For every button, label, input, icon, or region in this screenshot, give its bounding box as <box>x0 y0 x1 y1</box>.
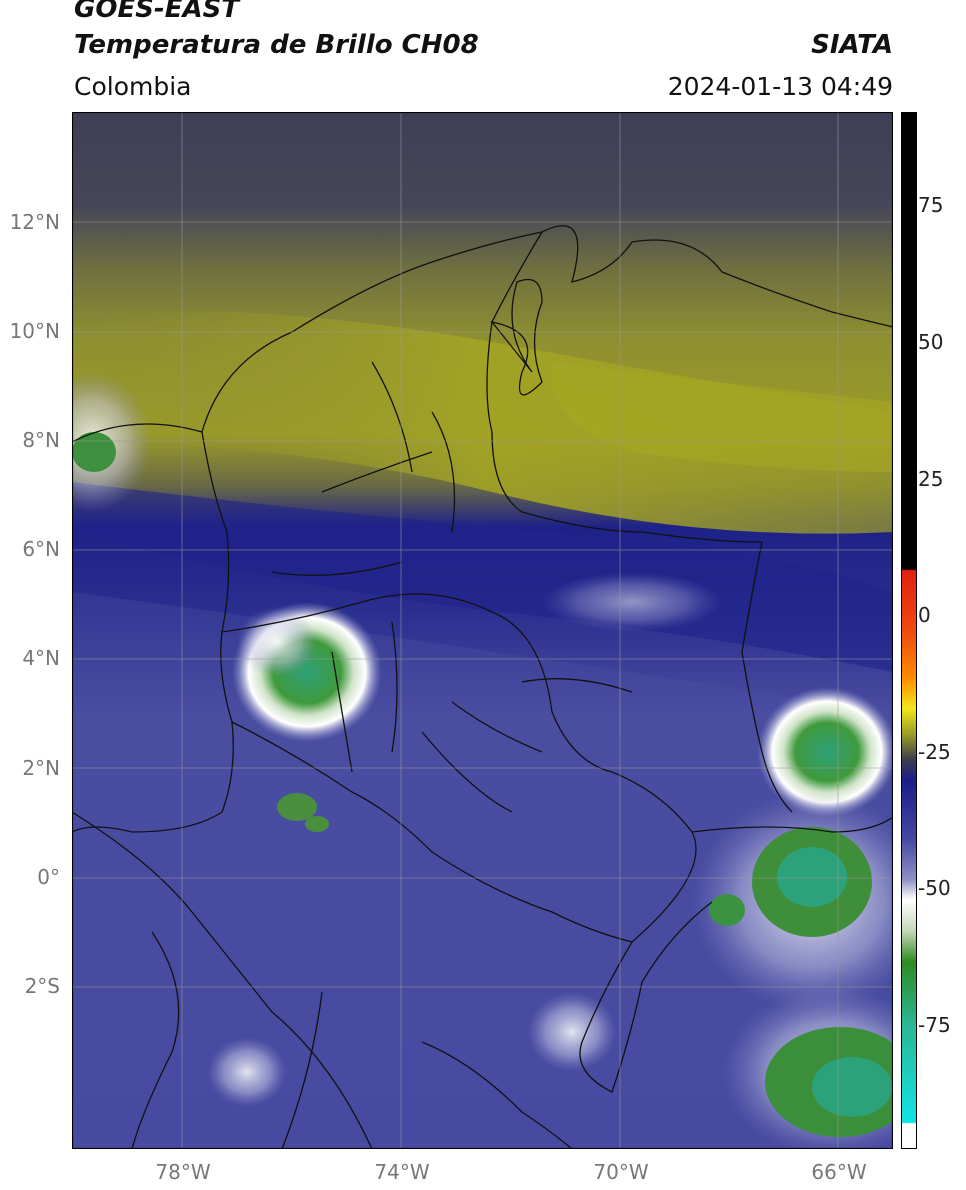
colorbar-label-minus75: -75 <box>918 1013 951 1037</box>
colorbar-label-25: 25 <box>918 467 944 491</box>
lon-label-70w: 70°W <box>593 1160 649 1184</box>
lon-label-74w: 74°W <box>374 1160 430 1184</box>
colorbar-label-75: 75 <box>918 193 944 217</box>
satellite-title: GOES-EAST <box>74 0 240 24</box>
colorbar-label-0: 0 <box>918 603 931 627</box>
lat-label-8n: 8°N <box>22 428 60 452</box>
region-label: Colombia <box>74 72 192 101</box>
agency-label: SIATA <box>811 30 893 60</box>
product-title: Temperatura de Brillo CH08 <box>74 30 479 60</box>
datetime-label: 2024-01-13 04:49 <box>667 72 893 101</box>
lat-label-10n: 10°N <box>9 319 60 343</box>
colorbar-label-minus50: -50 <box>918 876 951 900</box>
lat-label-2s: 2°S <box>24 974 60 998</box>
lon-label-78w: 78°W <box>155 1160 211 1184</box>
lat-label-4n: 4°N <box>22 646 60 670</box>
lat-label-12n: 12°N <box>9 210 60 234</box>
colorbar-label-50: 50 <box>918 330 944 354</box>
lat-label-6n: 6°N <box>22 537 60 561</box>
lon-label-66w: 66°W <box>811 1160 867 1184</box>
lat-label-0: 0° <box>37 865 60 889</box>
satellite-map[interactable] <box>72 112 893 1149</box>
lat-label-2n: 2°N <box>22 756 60 780</box>
colorbar <box>901 112 917 1149</box>
colorbar-label-minus25: -25 <box>918 740 951 764</box>
